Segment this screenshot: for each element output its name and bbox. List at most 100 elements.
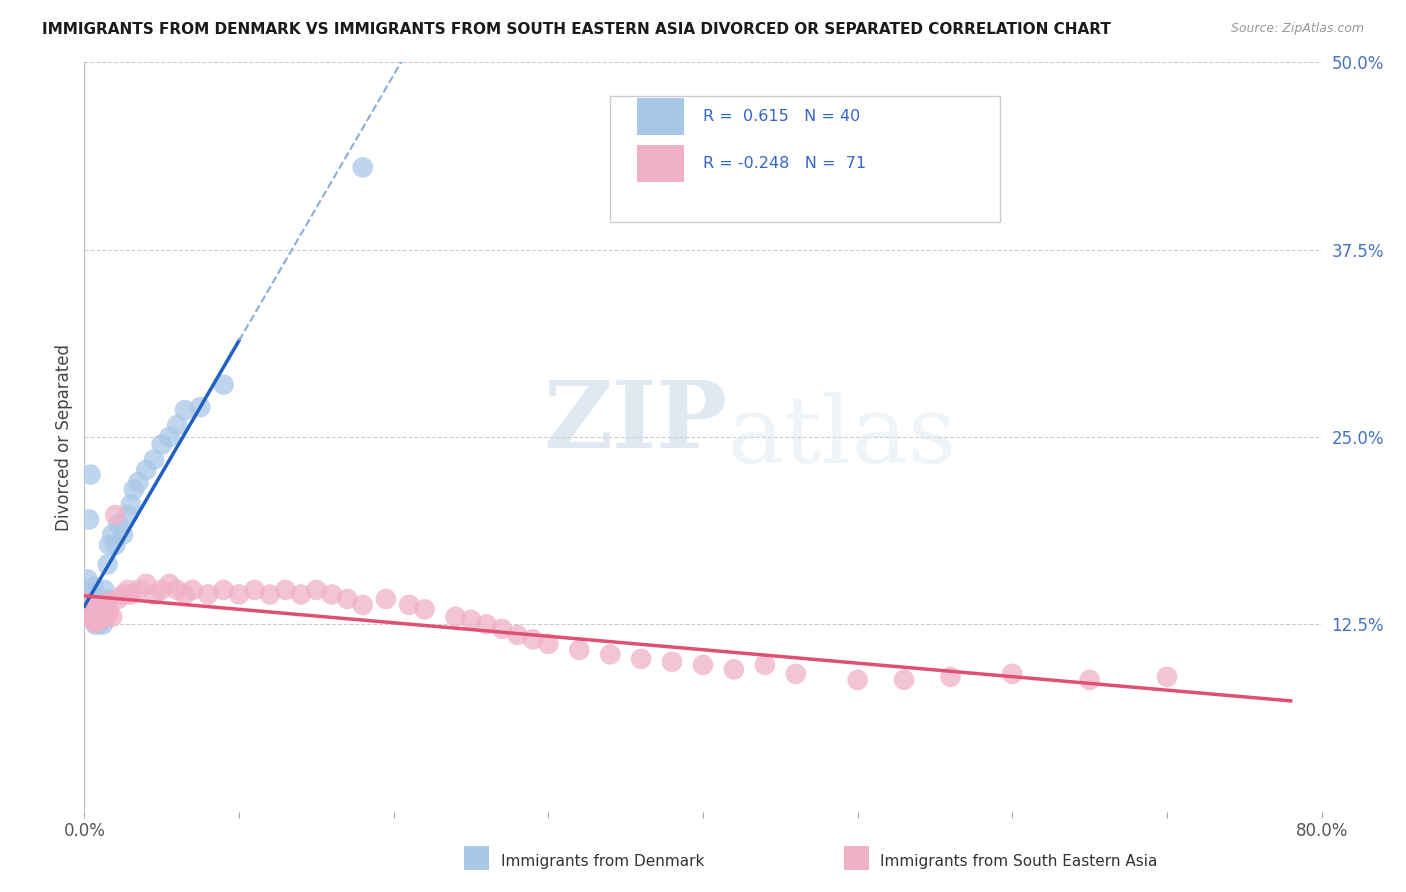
- Point: [413, 602, 436, 616]
- Point: [444, 610, 467, 624]
- Point: [89, 598, 111, 612]
- Point: [93, 582, 115, 597]
- Point: [568, 643, 591, 657]
- Point: [274, 582, 297, 597]
- Text: Source: ZipAtlas.com: Source: ZipAtlas.com: [1230, 22, 1364, 36]
- Text: IMMIGRANTS FROM DENMARK VS IMMIGRANTS FROM SOUTH EASTERN ASIA DIVORCED OR SEPARA: IMMIGRANTS FROM DENMARK VS IMMIGRANTS FR…: [42, 22, 1111, 37]
- Point: [352, 161, 374, 175]
- Point: [83, 613, 105, 627]
- Point: [120, 498, 142, 512]
- Point: [135, 463, 157, 477]
- Point: [86, 595, 108, 609]
- Text: R =  0.615   N = 40: R = 0.615 N = 40: [703, 109, 860, 124]
- Point: [79, 610, 101, 624]
- Point: [374, 591, 398, 606]
- Point: [197, 587, 219, 601]
- Point: [94, 591, 117, 606]
- Point: [83, 580, 105, 594]
- Text: Immigrants from South Eastern Asia: Immigrants from South Eastern Asia: [880, 855, 1157, 869]
- Point: [212, 377, 235, 392]
- Point: [599, 648, 621, 662]
- Point: [1001, 666, 1024, 681]
- Point: [939, 670, 962, 684]
- Point: [89, 613, 111, 627]
- Point: [112, 527, 135, 541]
- Point: [398, 598, 420, 612]
- Point: [150, 582, 173, 597]
- Point: [104, 508, 127, 522]
- Point: [228, 587, 250, 601]
- Point: [83, 610, 105, 624]
- Text: atlas: atlas: [728, 392, 957, 482]
- Point: [159, 577, 180, 591]
- Point: [491, 622, 513, 636]
- Point: [166, 582, 188, 597]
- Point: [630, 652, 652, 666]
- Point: [87, 607, 110, 621]
- Point: [321, 587, 343, 601]
- Point: [352, 598, 374, 612]
- Point: [79, 598, 101, 612]
- Point: [259, 587, 281, 601]
- Point: [143, 587, 166, 601]
- Point: [475, 617, 498, 632]
- Point: [90, 610, 112, 624]
- Point: [98, 538, 121, 552]
- Point: [188, 400, 211, 414]
- Point: [893, 673, 915, 687]
- Point: [82, 607, 104, 621]
- Point: [174, 587, 197, 601]
- Point: [166, 418, 188, 433]
- Point: [77, 595, 100, 609]
- Point: [723, 662, 745, 676]
- FancyBboxPatch shape: [637, 98, 685, 135]
- Point: [101, 610, 124, 624]
- Text: Immigrants from Denmark: Immigrants from Denmark: [501, 855, 704, 869]
- Point: [90, 613, 112, 627]
- Point: [150, 437, 173, 451]
- Point: [89, 610, 111, 624]
- Point: [94, 610, 117, 624]
- Point: [91, 602, 114, 616]
- Point: [87, 613, 110, 627]
- Point: [290, 587, 312, 601]
- Point: [89, 610, 111, 624]
- Point: [460, 613, 482, 627]
- Text: ZIP: ZIP: [544, 377, 728, 467]
- Point: [122, 483, 145, 497]
- Point: [692, 657, 714, 672]
- Point: [120, 587, 142, 601]
- Point: [522, 632, 544, 647]
- Point: [243, 582, 266, 597]
- Y-axis label: Divorced or Separated: Divorced or Separated: [55, 343, 73, 531]
- Point: [135, 577, 157, 591]
- Point: [159, 430, 180, 444]
- Point: [661, 655, 683, 669]
- Point: [84, 615, 107, 630]
- Point: [90, 602, 112, 616]
- Point: [506, 628, 529, 642]
- Point: [101, 527, 124, 541]
- FancyBboxPatch shape: [610, 96, 1000, 222]
- Point: [84, 610, 107, 624]
- Point: [83, 602, 105, 616]
- Point: [82, 601, 104, 615]
- Point: [96, 595, 118, 609]
- Point: [305, 582, 328, 597]
- Point: [1156, 670, 1178, 684]
- Point: [86, 613, 108, 627]
- Point: [79, 467, 101, 482]
- Point: [1078, 673, 1101, 687]
- Point: [537, 637, 560, 651]
- Point: [212, 582, 235, 597]
- Point: [84, 617, 107, 632]
- Point: [785, 666, 807, 681]
- Point: [84, 607, 107, 621]
- Point: [107, 516, 129, 531]
- Point: [91, 617, 114, 632]
- Point: [846, 673, 869, 687]
- Point: [91, 602, 114, 616]
- Point: [75, 602, 97, 616]
- Point: [86, 604, 108, 618]
- Point: [754, 657, 776, 672]
